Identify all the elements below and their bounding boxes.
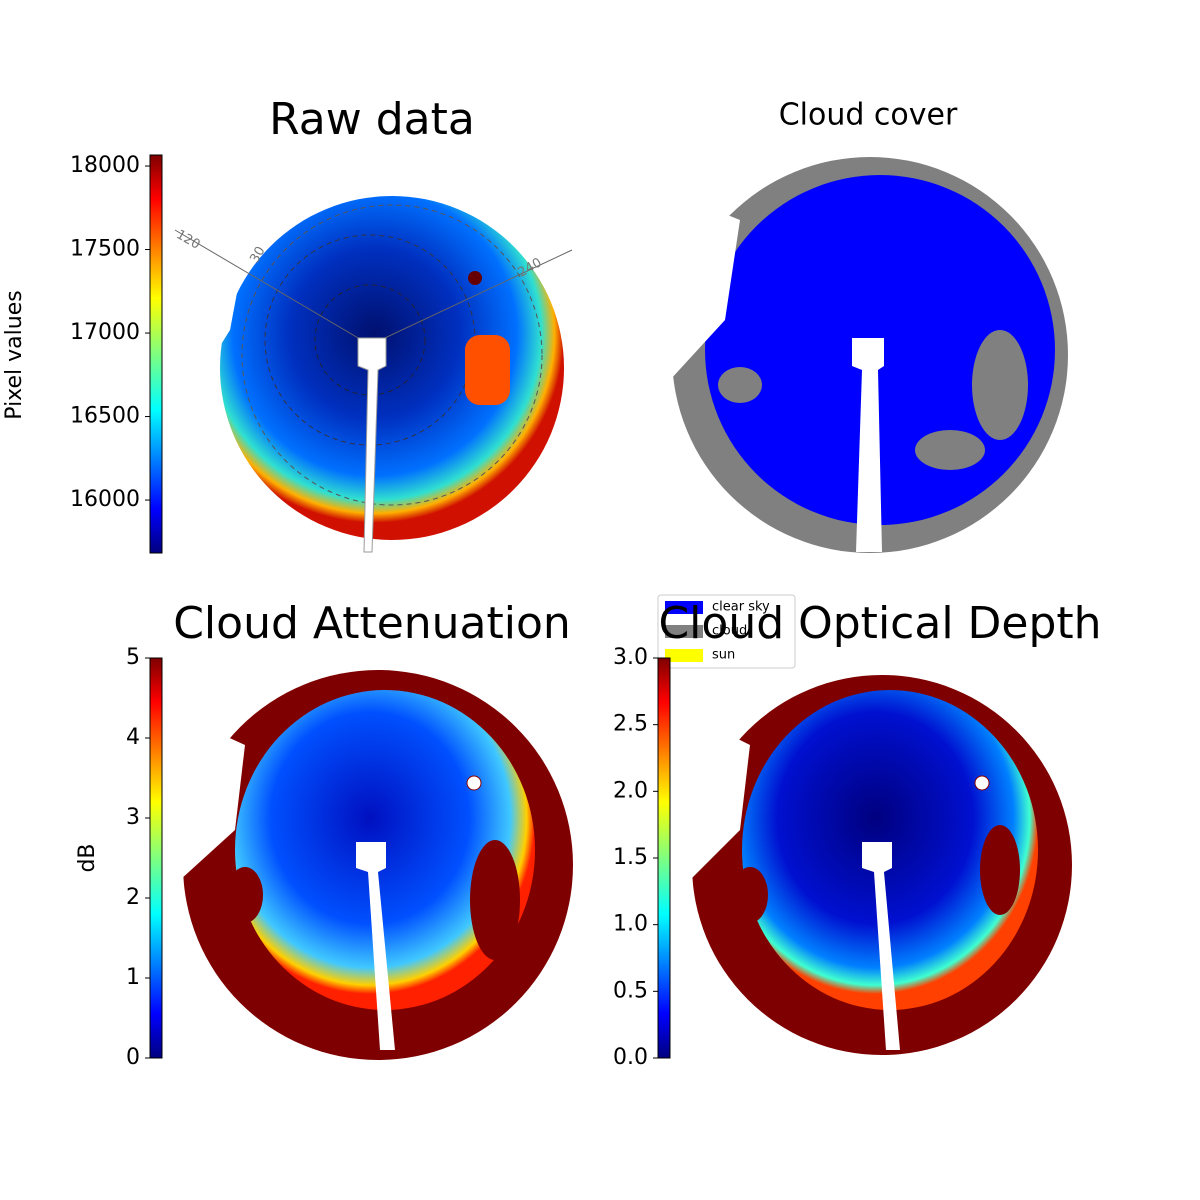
colorbar-tick-label: 0.5 [613, 978, 648, 1003]
panel-title: Cloud Attenuation [173, 598, 571, 649]
raw-image [174, 196, 573, 553]
colorbar-label: Pixel values [2, 290, 27, 419]
colorbar-tick-label: 4 [126, 725, 140, 750]
legend-label: sun [712, 648, 735, 663]
colorbar-tick-label: 0.0 [613, 1045, 648, 1070]
attenuation-image [180, 670, 573, 1060]
colorbar-tick-label: 1.0 [613, 912, 648, 937]
panel-title: Raw data [269, 94, 475, 145]
colorbar [149, 657, 163, 1059]
colorbar-tick-label: 17000 [70, 320, 140, 345]
optical-depth-image [690, 675, 1072, 1055]
colorbar-tick-label: 16000 [70, 487, 140, 512]
colorbar-tick-label: 18000 [70, 153, 140, 178]
colorbar-tick-label: 1.5 [613, 845, 648, 870]
colorbar-tick-label: 3.0 [613, 645, 648, 670]
colorbar-tick-label: 2 [126, 885, 140, 910]
panel-title: Cloud cover [779, 98, 958, 133]
colorbar-tick-label: 1 [126, 965, 140, 990]
colorbar [149, 154, 163, 554]
legend-label: cloud [712, 624, 747, 639]
colorbar-tick-label: 2.5 [613, 712, 648, 737]
legend-swatch [665, 649, 703, 662]
legend-label: clear sky [712, 600, 770, 615]
colorbar-tick-label: 16500 [70, 404, 140, 429]
legend-swatch [665, 601, 703, 614]
cloud-cover-image [670, 157, 1068, 553]
colorbar-label: dB [75, 843, 100, 872]
colorbar-tick-label: 5 [126, 645, 140, 670]
colorbar [657, 657, 671, 1059]
colorbar-tick-label: 3 [126, 805, 140, 830]
legend-swatch [665, 625, 703, 638]
polar-label: 120 [173, 227, 202, 252]
colorbar-tick-label: 0 [126, 1045, 140, 1070]
panel-title: Cloud Optical Depth [658, 598, 1101, 649]
colorbar-tick-label: 2.0 [613, 778, 648, 803]
colorbar-tick-label: 17500 [70, 237, 140, 262]
polar-label: 30 [247, 244, 268, 266]
